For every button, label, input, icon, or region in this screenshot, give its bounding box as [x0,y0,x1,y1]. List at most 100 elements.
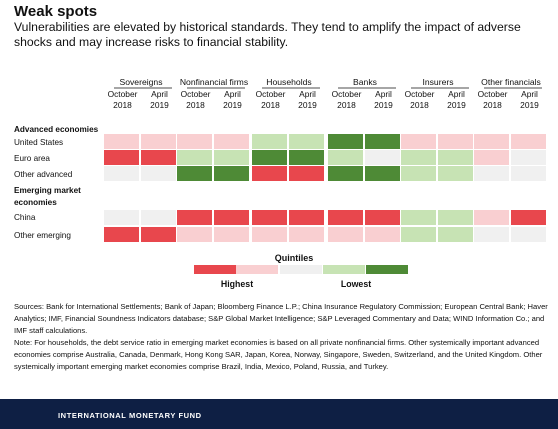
row-label: United States [14,138,63,147]
heatmap-cell [511,134,546,149]
sector-header: Sovereigns [120,77,163,87]
footer-bar: INTERNATIONAL MONETARY FUND [0,399,558,429]
legend-swatch [236,265,278,274]
sector-header: Insurers [422,77,453,87]
period-year-label: 2018 [186,100,205,110]
period-year-label: 2018 [337,100,356,110]
heatmap-cell [474,227,509,242]
heatmap-cell [438,150,473,165]
legend-swatch [194,265,236,274]
heatmap-cell [141,134,176,149]
chart-title: Weak spots [14,3,98,20]
heatmap-cell [365,210,400,225]
heatmap-cell [141,210,176,225]
period-year-label: 2019 [520,100,539,110]
period-year-label: 2018 [113,100,132,110]
group-label: economies [14,198,57,207]
period-year-label: 2018 [483,100,502,110]
note-text: Note: For households, the debt service r… [14,338,543,371]
heatmap-cell [214,210,249,225]
period-year-label: 2019 [298,100,317,110]
sector-header: Banks [353,77,377,87]
period-year-label: 2018 [261,100,280,110]
row-label: Other emerging [14,231,71,240]
period-month-label: October [256,89,286,99]
heatmap-cell [365,227,400,242]
heatmap-cell [401,227,436,242]
heatmap-cell [401,134,436,149]
heatmap-cell [511,150,546,165]
row-label: Euro area [14,154,50,163]
period-year-label: 2019 [150,100,169,110]
heatmap-cell [141,150,176,165]
period-month-label: October [478,89,508,99]
chart-subtitle: Vulnerabilities are elevated by historic… [14,20,521,49]
heatmap-cell [141,166,176,181]
heatmap-cell [252,210,287,225]
heatmap-cell [328,227,363,242]
sector-header: Other financials [481,77,541,87]
sector-header: Nonfinancial firms [180,77,248,87]
heatmap-cell [328,150,363,165]
heatmap-cell [474,150,509,165]
heatmap-cell [511,227,546,242]
heatmap-cell [289,166,324,181]
heatmap-cell [511,166,546,181]
group-label: Advanced economies [14,125,99,134]
heatmap-cell [401,150,436,165]
heatmap-cell [365,150,400,165]
heatmap-cell [365,134,400,149]
heatmap-cell [365,166,400,181]
heatmap-cell [289,227,324,242]
heatmap-cell [289,134,324,149]
notes-block: Sources: Bank for International Settleme… [14,301,549,373]
period-month-label: April [375,89,392,99]
heatmap-cell [401,210,436,225]
period-year-label: 2018 [410,100,429,110]
period-month-label: April [448,89,465,99]
heatmap-cell [252,227,287,242]
heatmap-cell [104,210,139,225]
legend-lowest-label: Lowest [341,279,371,289]
heatmap-cell [252,150,287,165]
period-month-label: April [151,89,168,99]
heatmap-cell [104,134,139,149]
row-label: Other advanced [14,170,73,179]
heatmap-cell [177,166,212,181]
period-month-label: October [405,89,435,99]
heatmap-cell [141,227,176,242]
footer-label: INTERNATIONAL MONETARY FUND [58,411,202,420]
heatmap-cell [104,166,139,181]
period-month-label: April [521,89,538,99]
heatmap-cell [328,134,363,149]
heatmap-cell [289,210,324,225]
heatmap-cell [474,210,509,225]
heatmap-cell [328,210,363,225]
group-label: Emerging market [14,186,81,195]
heatmap-cell [104,227,139,242]
row-label: China [14,213,36,222]
heatmap-cell [177,227,212,242]
heatmap-chart: SovereignsOctober2018April2019Nonfinanci… [14,77,546,289]
period-year-label: 2019 [223,100,242,110]
heatmap-cell [474,166,509,181]
legend-swatch [280,265,322,274]
heatmap-cell [252,134,287,149]
period-month-label: October [108,89,138,99]
heatmap-cell [177,150,212,165]
period-month-label: October [332,89,362,99]
heatmap-cell [214,166,249,181]
legend-highest-label: Highest [221,279,253,289]
heatmap-cell [252,166,287,181]
heatmap-cell [328,166,363,181]
heatmap-cell [511,210,546,225]
heatmap-cell [438,166,473,181]
legend-swatch [366,265,408,274]
heatmap-cell [438,134,473,149]
sector-header: Households [266,77,311,87]
sources-text: Sources: Bank for International Settleme… [14,302,548,335]
heatmap-cell [401,166,436,181]
period-month-label: October [181,89,211,99]
period-month-label: April [299,89,316,99]
legend-title: Quintiles [275,253,314,263]
